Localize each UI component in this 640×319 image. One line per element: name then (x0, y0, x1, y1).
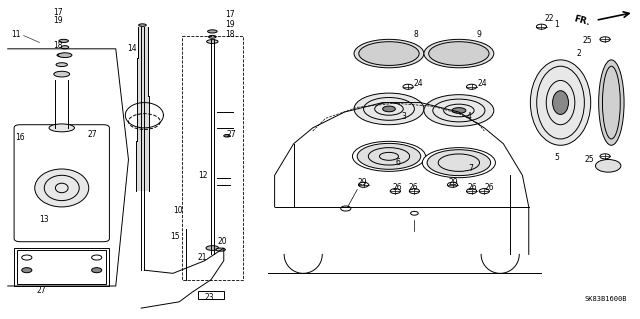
Text: 15: 15 (170, 233, 179, 241)
Text: 26: 26 (408, 183, 418, 192)
Text: 25: 25 (585, 155, 595, 164)
Ellipse shape (353, 141, 426, 171)
Ellipse shape (61, 46, 68, 49)
Text: 24: 24 (413, 79, 423, 88)
Ellipse shape (359, 42, 419, 65)
Text: 1: 1 (554, 20, 559, 29)
Ellipse shape (58, 53, 72, 57)
Ellipse shape (59, 39, 68, 42)
Text: 9: 9 (477, 30, 481, 39)
Text: 5: 5 (554, 153, 559, 162)
Ellipse shape (139, 24, 147, 26)
Ellipse shape (224, 135, 230, 137)
Ellipse shape (35, 169, 89, 207)
Ellipse shape (531, 60, 591, 145)
Ellipse shape (207, 30, 217, 33)
Text: 18: 18 (54, 41, 63, 50)
Text: SK83B1600B: SK83B1600B (585, 296, 627, 302)
Bar (198, 291, 224, 299)
Circle shape (92, 268, 102, 273)
Text: 14: 14 (127, 44, 137, 53)
Text: 8: 8 (413, 30, 418, 39)
Text: 7: 7 (468, 165, 473, 174)
Text: 22: 22 (545, 14, 554, 23)
Text: 26: 26 (392, 183, 402, 192)
Text: 3: 3 (402, 112, 406, 121)
Ellipse shape (354, 39, 424, 68)
Text: 21: 21 (197, 253, 207, 262)
Text: 17: 17 (225, 10, 235, 19)
Text: 23: 23 (205, 293, 214, 301)
Text: 26: 26 (484, 183, 494, 192)
Text: 26: 26 (467, 183, 477, 192)
Text: 19: 19 (54, 16, 63, 25)
Ellipse shape (427, 150, 491, 176)
Text: 12: 12 (198, 171, 208, 180)
Ellipse shape (424, 95, 494, 126)
Ellipse shape (383, 106, 396, 112)
Ellipse shape (54, 71, 70, 77)
Ellipse shape (422, 148, 495, 178)
Ellipse shape (595, 160, 621, 172)
Text: 16: 16 (15, 133, 25, 142)
Ellipse shape (57, 54, 67, 57)
Bar (17, 250, 106, 285)
Ellipse shape (598, 60, 624, 145)
Ellipse shape (207, 40, 218, 43)
Text: 17: 17 (54, 8, 63, 17)
Ellipse shape (209, 35, 216, 38)
Ellipse shape (452, 108, 466, 113)
Ellipse shape (49, 124, 74, 132)
FancyBboxPatch shape (14, 125, 109, 242)
Text: 29: 29 (357, 178, 367, 187)
Text: 25: 25 (583, 36, 593, 45)
Text: 6: 6 (396, 158, 400, 167)
Text: 13: 13 (40, 215, 49, 224)
Ellipse shape (429, 42, 489, 65)
Text: 27: 27 (36, 286, 46, 295)
Ellipse shape (216, 248, 225, 251)
Ellipse shape (206, 246, 219, 250)
Text: 19: 19 (225, 20, 235, 29)
Text: 2: 2 (577, 49, 581, 58)
Ellipse shape (354, 93, 424, 125)
Text: 10: 10 (173, 206, 182, 215)
Text: 18: 18 (225, 30, 234, 39)
Text: 27: 27 (87, 130, 97, 139)
Ellipse shape (552, 91, 568, 115)
Text: 24: 24 (478, 79, 488, 88)
Ellipse shape (357, 143, 420, 169)
Text: 29: 29 (448, 178, 458, 187)
Bar (14, 248, 109, 286)
Ellipse shape (424, 39, 494, 68)
Text: 27: 27 (227, 130, 237, 139)
Text: 20: 20 (218, 237, 227, 246)
Ellipse shape (56, 63, 67, 67)
Text: 11: 11 (11, 30, 20, 39)
Text: FR.: FR. (573, 14, 591, 27)
Text: 4: 4 (467, 112, 472, 121)
Circle shape (22, 268, 32, 273)
